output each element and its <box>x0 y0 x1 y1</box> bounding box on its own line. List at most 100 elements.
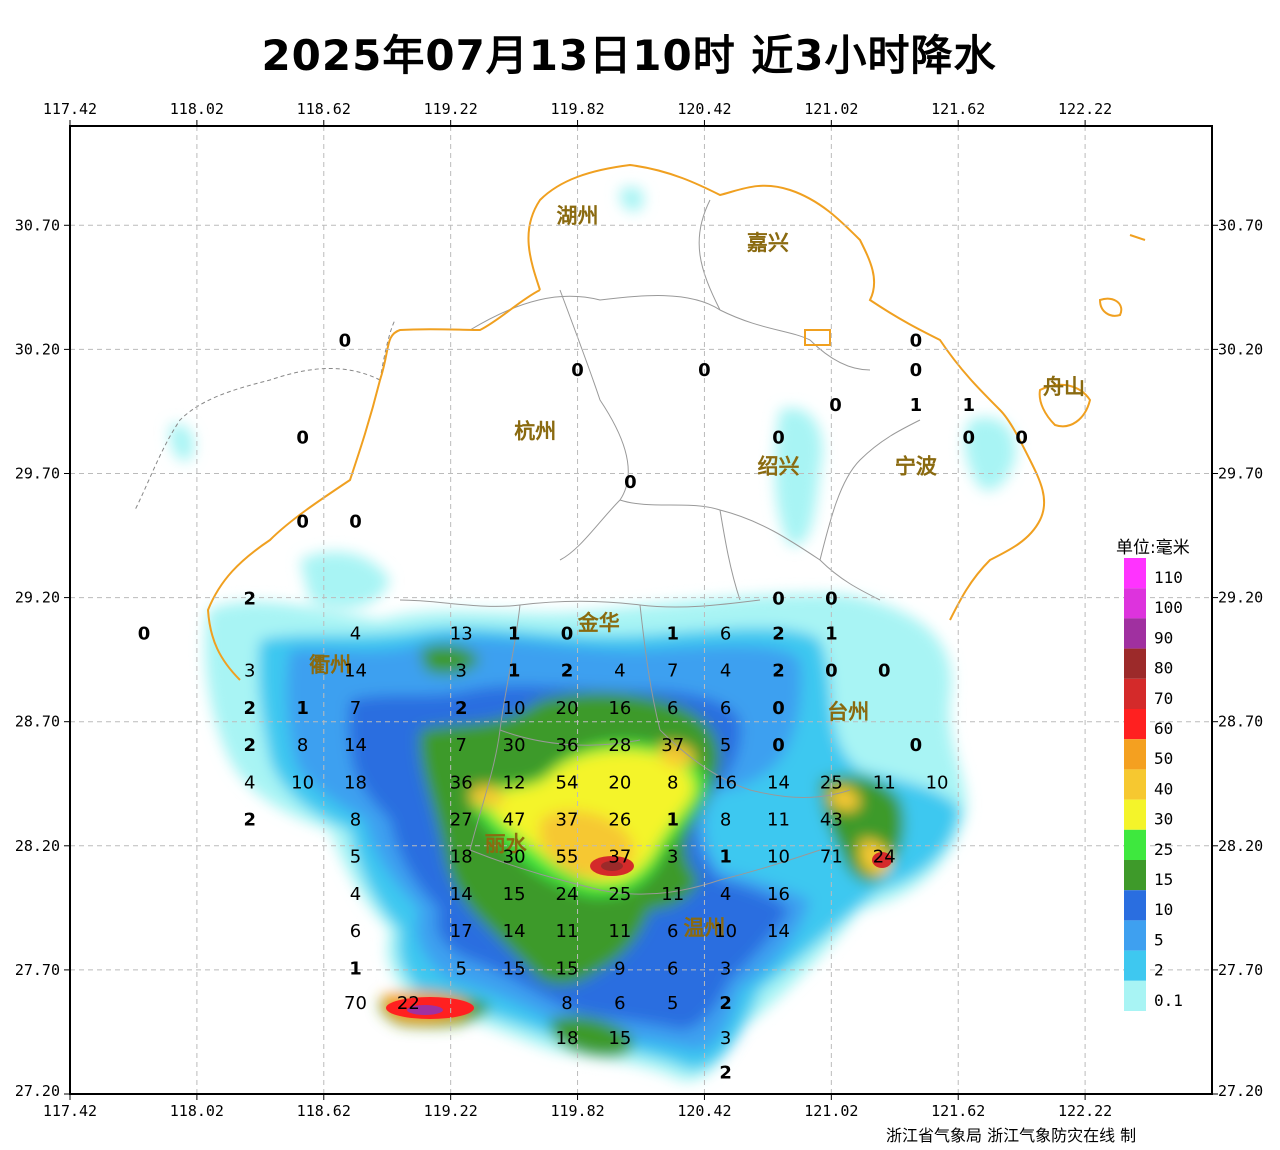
legend-swatch <box>1124 648 1146 679</box>
legend-label: 110 <box>1154 568 1183 587</box>
station-value: 10 <box>291 772 314 793</box>
station-value: 0 <box>910 735 923 756</box>
city-label: 嘉兴 <box>747 231 789 255</box>
station-value: 22 <box>397 993 420 1014</box>
station-value: 0 <box>138 623 151 644</box>
station-value: 71 <box>820 847 843 868</box>
station-value: 25 <box>820 772 843 793</box>
station-value: 10 <box>714 921 737 942</box>
station-value: 1 <box>963 395 976 416</box>
station-value: 20 <box>608 772 631 793</box>
legend-swatch <box>1124 769 1146 800</box>
station-value: 43 <box>820 809 843 830</box>
lat-tick-right-label: 28.20 <box>1218 837 1263 855</box>
legend-label: 50 <box>1154 749 1173 768</box>
station-value: 14 <box>344 661 367 682</box>
station-value: 18 <box>344 772 367 793</box>
station-value: 24 <box>873 847 896 868</box>
station-value: 14 <box>503 921 526 942</box>
station-value: 15 <box>503 958 526 979</box>
station-value: 30 <box>503 735 526 756</box>
lat-tick-right-label: 28.70 <box>1218 713 1263 731</box>
station-value: 14 <box>450 884 473 905</box>
station-value: 6 <box>720 698 731 719</box>
legend-label: 25 <box>1154 840 1173 859</box>
station-value: 1 <box>508 623 521 644</box>
station-value: 1 <box>296 698 309 719</box>
station-value: 14 <box>344 735 367 756</box>
station-value: 18 <box>556 1028 579 1049</box>
lon-tick-bottom-label: 120.42 <box>677 1102 731 1120</box>
lon-tick-top-label: 121.02 <box>804 100 858 118</box>
legend-label: 80 <box>1154 659 1173 678</box>
station-value: 15 <box>556 958 579 979</box>
lon-tick-bottom-label: 121.02 <box>804 1102 858 1120</box>
legend-swatch <box>1124 890 1146 921</box>
legend-swatch <box>1124 860 1146 891</box>
legend-label: 70 <box>1154 689 1173 708</box>
station-value: 3 <box>667 847 678 868</box>
lat-tick-left-label: 27.20 <box>15 1082 60 1100</box>
station-value: 2 <box>561 661 574 682</box>
station-value: 16 <box>767 884 790 905</box>
station-value: 25 <box>608 884 631 905</box>
station-value: 6 <box>667 921 678 942</box>
city-label: 舟山 <box>1043 375 1085 399</box>
lon-tick-top-label: 119.22 <box>424 100 478 118</box>
station-value: 2 <box>243 698 256 719</box>
station-value: 0 <box>561 623 574 644</box>
legend-label: 15 <box>1154 870 1173 889</box>
legend-swatch <box>1124 678 1146 709</box>
station-value: 5 <box>667 993 678 1014</box>
station-value: 7 <box>350 698 361 719</box>
station-value: 2 <box>719 1063 732 1084</box>
station-value: 9 <box>614 958 625 979</box>
map-frame <box>69 125 1213 1095</box>
station-value: 47 <box>503 809 526 830</box>
station-value: 4 <box>350 623 361 644</box>
lat-tick-left-label: 30.20 <box>15 340 60 358</box>
station-value: 0 <box>878 661 891 682</box>
station-value: 54 <box>556 772 579 793</box>
station-value: 6 <box>667 958 678 979</box>
legend-label: 100 <box>1154 598 1183 617</box>
station-value: 18 <box>450 847 473 868</box>
legend: 单位:毫米 110 100 90 80 70 60 50 40 30 25 15 10 5 2 0.1 <box>1116 538 1190 1011</box>
credit-text: 浙江省气象局 浙江气象防灾在线 制 <box>886 1126 1137 1145</box>
station-value: 20 <box>556 698 579 719</box>
station-value: 6 <box>350 921 361 942</box>
lat-tick-right-label: 27.20 <box>1218 1082 1263 1100</box>
lat-tick-right-label: 30.70 <box>1218 216 1263 234</box>
map-title: 2025年07月13日10时 近3小时降水 <box>261 31 997 80</box>
city-label: 丽水 <box>485 832 528 856</box>
station-value: 14 <box>767 921 790 942</box>
station-value: 0 <box>772 698 785 719</box>
lat-tick-left-label: 30.70 <box>15 216 60 234</box>
lon-tick-bottom-label: 119.22 <box>424 1102 478 1120</box>
lon-tick-bottom-label: 117.42 <box>43 1102 97 1120</box>
station-value: 11 <box>608 921 631 942</box>
lon-tick-top-label: 118.02 <box>170 100 224 118</box>
station-value: 1 <box>508 661 521 682</box>
station-value: 11 <box>556 921 579 942</box>
station-value: 36 <box>556 735 579 756</box>
legend-swatch <box>1124 588 1146 619</box>
station-value: 0 <box>910 360 923 381</box>
lon-tick-top-label: 118.62 <box>297 100 351 118</box>
station-value: 11 <box>767 809 790 830</box>
station-value: 1 <box>719 847 732 868</box>
lon-tick-top-label: 120.42 <box>677 100 731 118</box>
station-value: 7 <box>667 661 678 682</box>
city-label: 衢州 <box>309 653 351 677</box>
station-value: 3 <box>720 958 731 979</box>
station-value: 5 <box>456 958 467 979</box>
station-value: 27 <box>450 809 473 830</box>
legend-label: 90 <box>1154 628 1173 647</box>
station-value: 4 <box>720 884 731 905</box>
station-value: 0 <box>349 512 362 533</box>
legend-swatch <box>1124 558 1146 589</box>
station-value: 0 <box>829 395 842 416</box>
